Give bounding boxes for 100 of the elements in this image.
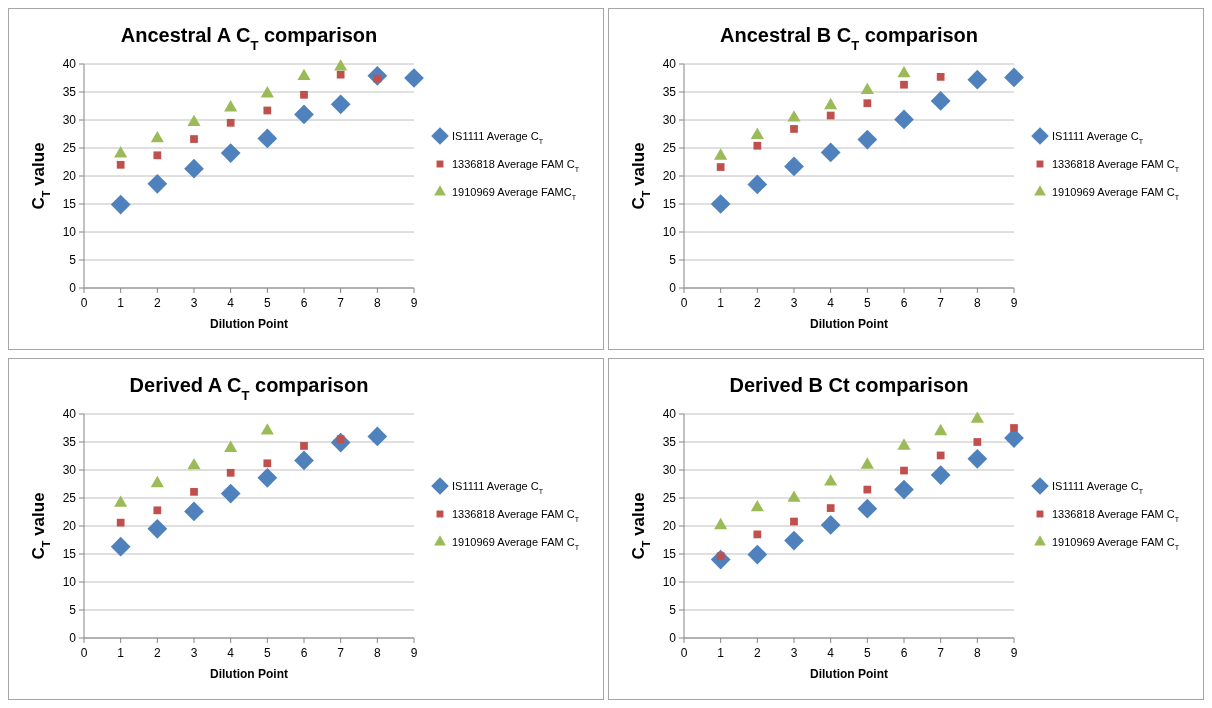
y-tick-label: 25: [662, 491, 677, 506]
x-tick-label: 6: [900, 646, 908, 660]
point: [150, 130, 164, 143]
y-tick-label: 35: [62, 85, 77, 100]
point: [1004, 67, 1024, 88]
point: [116, 160, 125, 169]
point: [900, 466, 908, 475]
x-tick-label: 0: [80, 646, 88, 660]
point: [150, 475, 164, 488]
legend-label: IS1111 Average C$_{T}$: [1052, 129, 1144, 146]
point: [260, 423, 274, 435]
point: [790, 125, 798, 133]
point: [787, 490, 801, 502]
y-tick-label: 10: [62, 575, 77, 590]
x-tick-label: 3: [190, 646, 198, 660]
x-tick-label: 6: [900, 296, 908, 310]
x-tick-label: 6: [300, 646, 308, 660]
point: [260, 86, 274, 98]
point: [936, 451, 945, 460]
y-tick-label: 0: [669, 631, 677, 646]
point: [967, 448, 988, 469]
y-tick-label: 40: [62, 57, 77, 72]
point: [147, 518, 168, 539]
point: [826, 504, 835, 512]
point: [184, 158, 204, 179]
point: [897, 438, 911, 450]
point: [857, 129, 878, 150]
y-tick-label: 35: [662, 85, 677, 100]
x-tick-label: 7: [337, 646, 345, 660]
y-tick-label: 30: [62, 463, 77, 478]
point: [110, 194, 131, 215]
y-tick-label: 0: [669, 281, 677, 296]
point: [263, 459, 272, 468]
point: [860, 82, 874, 95]
x-tick-label: 8: [373, 646, 381, 660]
point: [863, 99, 872, 108]
point: [970, 411, 984, 423]
legend-label: 1336818 Average FAM C$_{T}$: [452, 157, 580, 174]
x-tick-label: 3: [790, 646, 798, 660]
point: [973, 438, 982, 446]
point: [300, 442, 308, 450]
x-tick-label: 5: [263, 296, 271, 310]
y-tick-label: 15: [62, 197, 77, 212]
x-tick-label: 4: [827, 296, 835, 310]
x-tick-label: 7: [937, 296, 945, 310]
point: [114, 146, 128, 158]
y-tick-label: 25: [662, 141, 677, 156]
y-tick-label: 5: [669, 603, 677, 618]
point: [857, 498, 878, 519]
point: [967, 69, 988, 90]
chart-title: Ancestral B C$_{T}$ comparison: [719, 24, 979, 53]
point: [187, 114, 201, 127]
point: [404, 68, 424, 88]
x-tick-label: 0: [80, 296, 88, 310]
x-tick-label: 7: [937, 646, 945, 660]
x-tick-label: 8: [973, 296, 981, 310]
y-tick-label: 25: [62, 141, 77, 156]
point: [330, 94, 351, 115]
point: [930, 91, 951, 111]
point: [147, 173, 168, 194]
y-tick-label: 30: [62, 113, 77, 128]
y-tick-label: 35: [62, 435, 77, 450]
y-tick-label: 40: [662, 57, 677, 72]
point: [820, 515, 841, 535]
y-tick-label: 20: [62, 519, 77, 534]
point: [116, 518, 125, 527]
point: [184, 501, 204, 522]
point: [153, 506, 162, 515]
point: [790, 517, 798, 526]
y-tick-label: 35: [662, 435, 677, 450]
x-tick-label: 6: [300, 296, 308, 310]
point: [220, 143, 241, 163]
chart-title: Derived A C$_{T}$ comparison: [129, 374, 369, 403]
y-tick-label: 15: [662, 197, 677, 212]
point: [257, 128, 278, 149]
point: [226, 468, 235, 477]
x-tick-label: 8: [973, 646, 981, 660]
point: [224, 440, 238, 452]
legend-label: IS1111 Average C$_{T}$: [452, 479, 544, 496]
point: [750, 127, 764, 139]
point: [294, 104, 314, 125]
x-tick-label: 2: [753, 296, 761, 310]
point: [153, 151, 162, 160]
x-axis-title: Dilution Point: [810, 667, 888, 681]
point: [714, 517, 728, 530]
point: [860, 457, 874, 469]
y-tick-label: 0: [69, 631, 77, 646]
x-axis-title: Dilution Point: [810, 317, 888, 331]
x-tick-label: 8: [373, 296, 381, 310]
y-tick-label: 20: [662, 519, 677, 534]
point: [934, 423, 948, 436]
x-axis-title: Dilution Point: [210, 667, 288, 681]
point: [187, 457, 201, 470]
legend-label: 1910969 Average FAM C$_{T}$: [452, 535, 580, 552]
x-tick-label: 9: [1010, 646, 1018, 660]
x-tick-label: 4: [227, 646, 235, 660]
y-tick-label: 10: [662, 575, 677, 590]
x-axis-title: Dilution Point: [210, 317, 288, 331]
y-tick-label: 20: [62, 169, 77, 184]
legend-label: 1336818 Average FAM C$_{T}$: [1052, 157, 1180, 174]
